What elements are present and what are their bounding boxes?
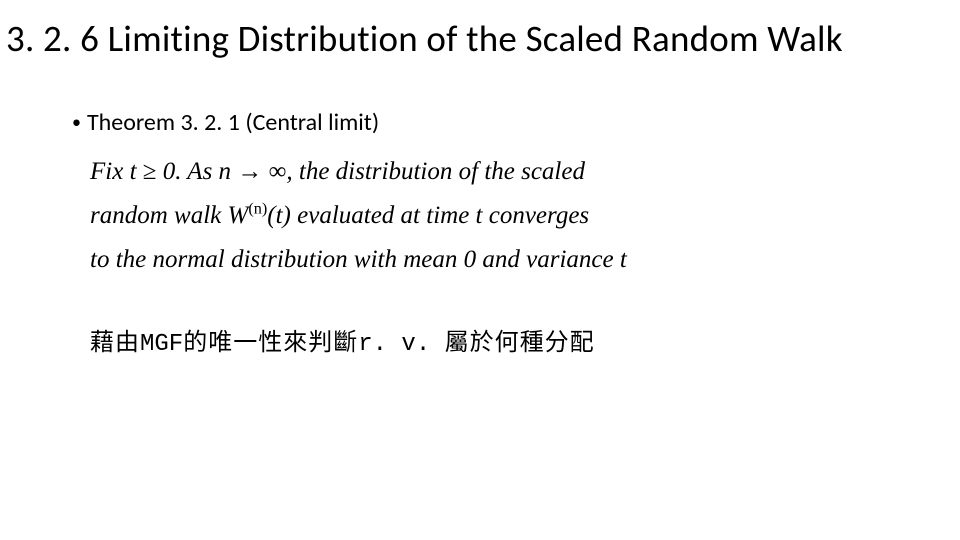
superscript-n: (n): [248, 199, 267, 217]
theorem-line2-suffix: (t) evaluated at time t converges: [267, 202, 589, 229]
slide-container: 3. 2. 6 Limiting Distribution of the Sca…: [0, 0, 960, 540]
slide-title: 3. 2. 6 Limiting Distribution of the Sca…: [6, 16, 843, 61]
theorem-bullet: • Theorem 3. 2. 1 (Central limit): [72, 108, 379, 137]
theorem-statement: Fix t ≥ 0. As n → ∞, the distribution of…: [90, 150, 870, 281]
theorem-line2-prefix: random walk W: [90, 202, 248, 229]
theorem-line-3: to the normal distribution with mean 0 a…: [90, 238, 870, 282]
note-prefix: 藉由: [90, 330, 140, 356]
arrow-infinity-icon: → ∞: [237, 158, 286, 185]
theorem-line1-prefix: Fix t: [90, 158, 143, 185]
theorem-line-2: random walk W(n)(t) evaluated at time t …: [90, 194, 870, 238]
theorem-line-1: Fix t ≥ 0. As n → ∞, the distribution of…: [90, 150, 870, 194]
note-suffix: 屬於何種分配: [445, 330, 595, 356]
theorem-line1-mid: 0. As n: [157, 158, 238, 185]
note-mgf: MGF: [140, 331, 183, 358]
note-mid: 的唯一性來判斷: [183, 330, 358, 356]
chinese-note: 藉由MGF的唯一性來判斷r. v. 屬於何種分配: [90, 322, 595, 358]
bullet-label: Theorem 3. 2. 1 (Central limit): [87, 108, 379, 137]
note-rv: r. v.: [358, 331, 444, 358]
geq-symbol-icon: ≥: [143, 158, 157, 185]
theorem-line1-suffix: , the distribution of the scaled: [286, 158, 585, 185]
bullet-marker-icon: •: [72, 111, 81, 133]
